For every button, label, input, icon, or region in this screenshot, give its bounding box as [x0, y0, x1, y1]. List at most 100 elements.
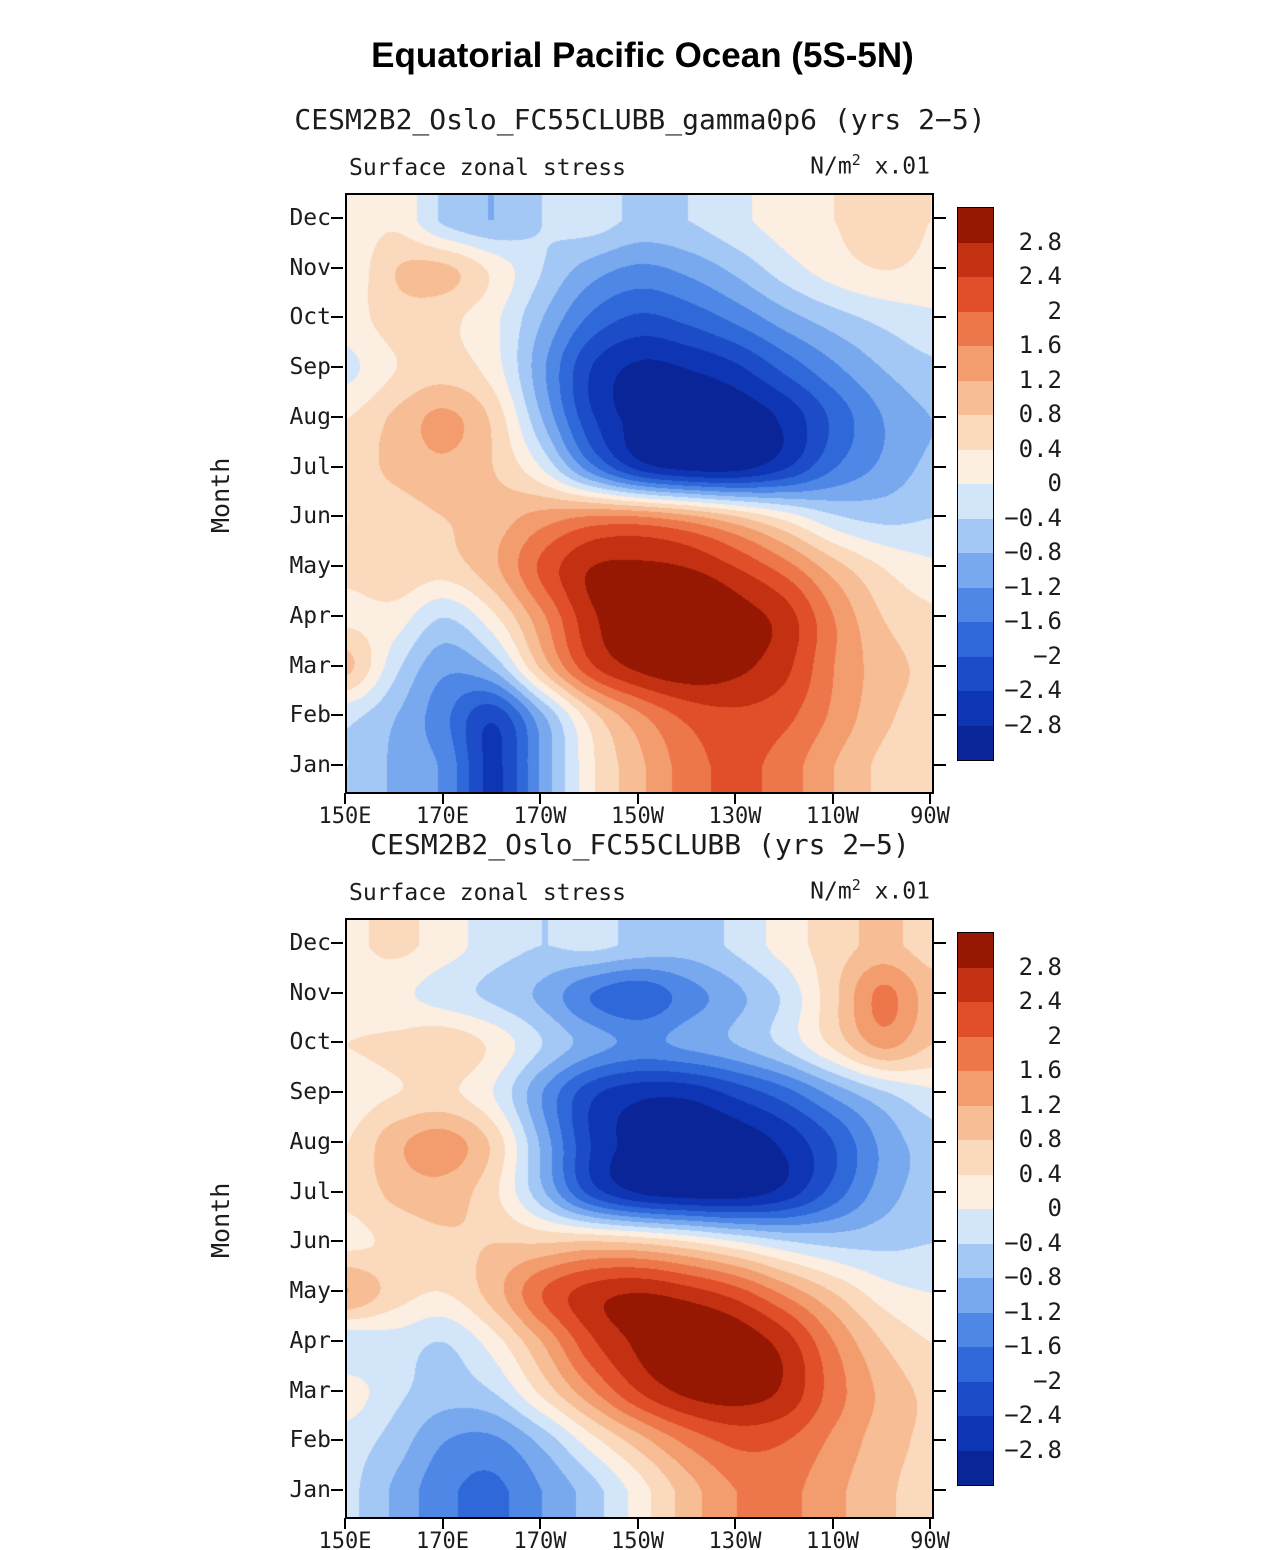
y-tick-right — [934, 1389, 946, 1392]
x-tick-label-130w: 130W — [708, 804, 762, 829]
y-tick-left — [331, 941, 343, 944]
y-tick-right — [934, 515, 946, 518]
colorbar-tick-label: 2.8 — [1018, 952, 1062, 981]
y-tick-label-jan: Jan — [289, 752, 331, 779]
colorbar — [957, 207, 994, 761]
panel-base: CESM2B2_Oslo_FC55CLUBB (yrs 2−5) Surface… — [0, 820, 1285, 1550]
axes-decorations: Jan Feb Mar Apr May Jun Jul Aug Sep Oct Nov Dec 150E… — [0, 95, 1285, 830]
colorbar-labels: 2.8 2.4 2 1.6 1.2 0.8 0.4 0 −0.4 −0.8 −1.2 −1.6 −2 −2… — [0, 95, 1285, 830]
units-exponent: 2 — [851, 876, 861, 894]
x-tick — [734, 1518, 736, 1529]
panel-title: CESM2B2_Oslo_FC55CLUBB_gamma0p6 (yrs 2−5… — [294, 103, 986, 136]
colorbar-segment — [958, 380, 993, 415]
y-tick-left — [331, 991, 343, 994]
colorbar-tick-label: 0 — [1047, 1194, 1062, 1222]
colorbar-segment — [958, 1036, 993, 1071]
colorbar-segment — [958, 1071, 993, 1106]
y-tick-left — [331, 465, 343, 468]
y-tick-label-mar: Mar — [289, 1377, 331, 1404]
y-tick-right — [934, 714, 946, 717]
colorbar-segment — [958, 1312, 993, 1347]
colorbar-segment — [958, 1105, 993, 1140]
x-tick-label-150w: 150W — [611, 1529, 664, 1550]
x-tick — [929, 793, 931, 804]
colorbar-tick-label: 1.2 — [1018, 365, 1062, 394]
y-tick-left — [331, 515, 343, 518]
y-tick-label-may: May — [289, 553, 331, 580]
colorbar-tick-label: −2.4 — [1004, 676, 1062, 704]
x-tick — [344, 793, 346, 804]
units-prefix: N/m — [810, 878, 852, 905]
colorbar-segment — [958, 656, 993, 691]
x-tick — [441, 793, 444, 804]
colorbar-tick-label: −1.6 — [1004, 1332, 1062, 1360]
x-tick-label-90w: 90W — [910, 1529, 950, 1550]
colorbar-segment — [958, 208, 993, 243]
colorbar-tick-label: −0.8 — [1004, 538, 1062, 566]
x-tick — [636, 1518, 639, 1529]
x-tick-label-110w: 110W — [806, 1529, 859, 1550]
y-tick-label-nov: Nov — [289, 979, 331, 1006]
y-tick-left — [331, 216, 343, 219]
colorbar-tick-label: −0.4 — [1004, 1228, 1062, 1257]
panel-gamma0p6: CESM2B2_Oslo_FC55CLUBB_gamma0p6 (yrs 2−5… — [0, 95, 1285, 830]
colorbar-tick-label: 1.2 — [1018, 1090, 1062, 1119]
units-suffix: x.01 — [860, 878, 930, 905]
x-tick — [831, 793, 834, 804]
colorbar-tick-label: 2.4 — [1018, 262, 1062, 290]
x-tick-label-90w: 90W — [910, 804, 950, 829]
y-tick-left — [331, 266, 343, 269]
contour-plot — [345, 193, 934, 794]
y-tick-label-dec: Dec — [289, 204, 331, 231]
y-tick-label-oct: Oct — [289, 304, 331, 331]
y-tick-label-sep: Sep — [289, 1079, 331, 1106]
y-tick-right — [934, 465, 946, 468]
colorbar-segment — [958, 933, 993, 968]
x-tick-label-130w: 130W — [708, 1529, 762, 1550]
colorbar-tick-label: −1.6 — [1004, 607, 1062, 635]
y-tick-label-jan: Jan — [289, 1477, 331, 1504]
y-tick-label-sep: Sep — [289, 354, 331, 381]
colorbar-segment — [958, 1416, 993, 1451]
y-tick-label-apr: Apr — [289, 602, 331, 629]
colorbar-segment — [958, 587, 993, 622]
y-tick-left — [331, 1339, 343, 1342]
colorbar-segment — [958, 1381, 993, 1416]
y-tick-left — [331, 1489, 343, 1492]
y-tick-right — [934, 366, 946, 369]
y-tick-label-jul: Jul — [289, 453, 331, 480]
y-tick-label-dec: Dec — [289, 929, 331, 956]
colorbar-segment — [958, 1209, 993, 1244]
y-tick-label-oct: Oct — [289, 1029, 331, 1056]
y-tick-right — [934, 316, 946, 319]
y-tick-right — [934, 1339, 946, 1342]
y-tick-right — [934, 1091, 946, 1094]
x-tick — [734, 793, 736, 804]
y-tick-right — [934, 415, 946, 418]
colorbar-tick-label: 2.8 — [1018, 227, 1062, 256]
x-tick-label-170e: 170E — [416, 804, 469, 829]
y-tick-right — [934, 614, 946, 617]
colorbar-tick-label: 0.8 — [1018, 1125, 1062, 1153]
units-label: N/m2 x.01 — [700, 151, 930, 180]
y-tick-label-may: May — [289, 1278, 331, 1305]
colorbar-segment — [958, 622, 993, 657]
y-tick-left — [331, 316, 343, 319]
y-tick-left — [331, 1439, 343, 1442]
field-label: Surface zonal stress — [349, 155, 626, 181]
colorbar-tick-label: 2 — [1047, 296, 1062, 325]
x-tick — [636, 793, 639, 804]
colorbar-segment — [958, 242, 993, 277]
x-tick-label-170e: 170E — [416, 1529, 469, 1550]
colorbar-tick-label: −0.8 — [1004, 1263, 1062, 1291]
colorbar-tick-label: −0.4 — [1004, 503, 1062, 532]
y-tick-right — [934, 1240, 946, 1243]
colorbar-segment — [958, 1450, 993, 1485]
x-tick — [831, 1518, 834, 1529]
units-suffix: x.01 — [860, 153, 930, 180]
y-tick-left — [331, 1140, 343, 1143]
y-tick-left — [331, 1091, 343, 1094]
y-tick-left — [331, 664, 343, 667]
colorbar-segment — [958, 967, 993, 1002]
